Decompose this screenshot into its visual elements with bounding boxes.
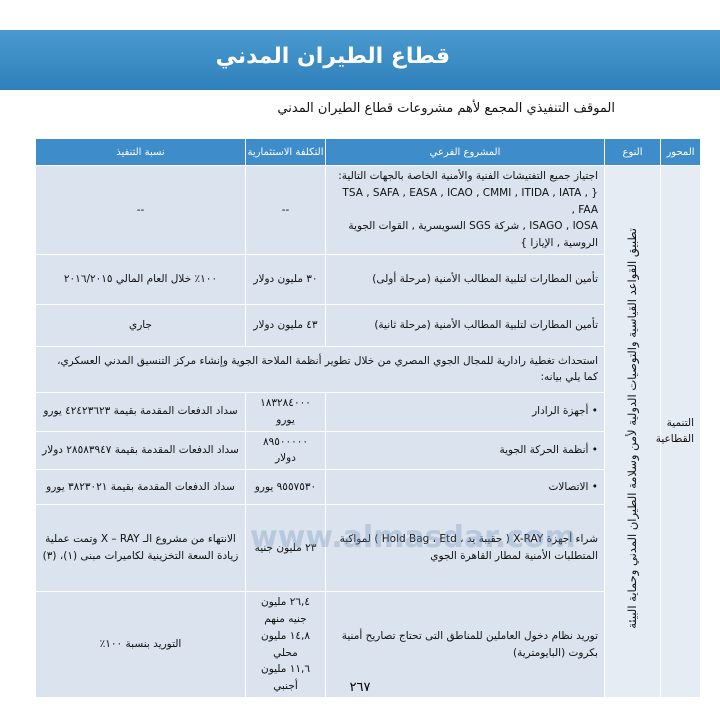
progress-text: -- xyxy=(136,203,145,216)
type-label: تطبيق القواعد القياسية والتوصيات الدولية… xyxy=(625,228,640,629)
cost-text: ٩٥٥٧٥٣٠ يورو xyxy=(254,480,317,493)
project-text: أجهزة الرادار xyxy=(332,403,598,420)
cost-cell: -- xyxy=(245,165,326,255)
progress-text: سداد الدفعات المقدمة بقيمة ٤٢٤٢٣٦٢٣ يورو xyxy=(43,405,238,418)
column-header: المحور xyxy=(660,138,701,166)
project-text: أنظمة الحركة الجوية xyxy=(332,442,598,459)
project-cell: الاتصالات xyxy=(325,469,605,506)
project-cell: استحداث تغطية رادارية للمجال الجوي المصر… xyxy=(35,345,605,393)
project-text: اجتياز جميع التفتيشات الفنية والأمنية ال… xyxy=(338,170,598,182)
progress-cell: -- xyxy=(35,165,246,255)
progress-text: الانتهاء من مشروع الـ X – RAY وتمت عملية… xyxy=(42,533,239,563)
column-header: النوع xyxy=(604,138,661,166)
project-cell: أنظمة الحركة الجوية xyxy=(325,430,605,471)
project-cell: اجتياز جميع التفتيشات الفنية والأمنية ال… xyxy=(325,165,605,255)
project-cell: تأمين المطارات لتلبية المطالب الأمنية (م… xyxy=(325,253,605,305)
table-row: تأمين المطارات لتلبية المطالب الأمنية (م… xyxy=(35,303,701,347)
axis-cell: التنمية القطاعية xyxy=(655,165,701,698)
cost-cell: ٢٣ مليون جنيه xyxy=(245,504,326,593)
progress-text: سداد الدفعات المقدمة بقيمة ٢٨٥٨٣٩٤٧ دولا… xyxy=(42,443,239,456)
progress-text: ١٠٠٪ خلال العام المالي ٢٠١٦/٢٠١٥ xyxy=(63,273,218,286)
cost-cell: ٢٦,٤ مليون جنيه منهم ١٤,٨ مليون محلي ١١,٦ … xyxy=(245,591,326,698)
header-row: المحور النوع المشروع الفرعي التكلفة الاستثم… xyxy=(35,138,701,166)
progress-cell: سداد الدفعات المقدمة بقيمة ٢٨٥٨٣٩٤٧ دولا… xyxy=(35,430,246,471)
table-row: أنظمة الحركة الجوية ٨٩٥٠٠٠٠٠ دولار سداد ال… xyxy=(35,430,701,471)
title: قطاع الطيران المدني xyxy=(215,44,450,69)
project-text: الاتصالات xyxy=(332,479,598,496)
project-text: استحداث تغطية رادارية للمجال الجوي المصر… xyxy=(57,354,598,384)
progress-cell: سداد الدفعات المقدمة بقيمة ٣٨٢٣٠٢١ يورو xyxy=(35,469,246,506)
cost-text: ٢٣ مليون جنيه xyxy=(254,541,317,554)
table-row: التنمية القطاعية تطبيق القواعد القياسية و… xyxy=(35,165,701,698)
project-cell: تأمين المطارات لتلبية المطالب الأمنية (م… xyxy=(325,303,605,347)
subtitle: الموقف التنفيذي المجمع لأهم مشروعات قطاع… xyxy=(277,101,615,116)
cost-text: ١١,٦ مليون أجنبي xyxy=(260,663,310,693)
cost-cell: ١٨٣٢٨٤٠٠٠ يورو xyxy=(245,391,326,432)
progress-cell: سداد الدفعات المقدمة بقيمة ٤٢٤٢٣٦٢٣ يورو xyxy=(35,391,246,432)
project-text: ISAGO , IOSA , شركة SGS السويسرية , القو… xyxy=(348,220,598,250)
cost-text: -- xyxy=(281,203,290,216)
column-header: المشروع الفرعي xyxy=(325,138,605,166)
projects-table: المحور النوع المشروع الفرعي التكلفة الاستثم… xyxy=(35,138,701,698)
cost-text: ١٤,٨ مليون محلي xyxy=(260,629,310,659)
progress-text: التوريد بنسبة ١٠٠٪ xyxy=(99,638,182,651)
project-cell: أجهزة الرادار xyxy=(325,391,605,432)
cost-text: ٤٣ مليون دولار xyxy=(253,319,318,332)
table-row: تأمين المطارات لتلبية المطالب الأمنية (م… xyxy=(35,253,701,305)
cost-text: ٨٩٥٠٠٠٠٠ دولار xyxy=(262,435,309,465)
page-number: ٢٦٧ xyxy=(349,680,371,695)
cost-text: ٢٦,٤ مليون جنيه منهم xyxy=(260,596,310,625)
project-text: تأمين المطارات لتلبية المطالب الأمنية (م… xyxy=(372,273,598,286)
progress-text: جاري xyxy=(129,319,152,332)
progress-cell: ١٠٠٪ خلال العام المالي ٢٠١٦/٢٠١٥ xyxy=(35,253,246,305)
table-row: شراء أجهزة X-RAY ( حقيبة يد ، Hold Bag ،… xyxy=(35,504,701,593)
progress-cell: الانتهاء من مشروع الـ X – RAY وتمت عملية… xyxy=(35,504,246,593)
cost-cell: ٤٣ مليون دولار xyxy=(245,303,326,347)
cost-cell: ٨٩٥٠٠٠٠٠ دولار xyxy=(245,430,326,471)
cost-text: ٣٠ مليون دولار xyxy=(253,273,318,286)
table-row: استحداث تغطية رادارية للمجال الجوي المصر… xyxy=(35,345,701,393)
progress-text: سداد الدفعات المقدمة بقيمة ٣٨٢٣٠٢١ يورو xyxy=(46,480,235,493)
cost-cell: ٣٠ مليون دولار xyxy=(245,253,326,305)
cost-text: ١٨٣٢٨٤٠٠٠ يورو xyxy=(260,396,311,426)
table-row: الاتصالات ٩٥٥٧٥٣٠ يورو سداد الدفعات المقدم… xyxy=(35,469,701,506)
axis-label: التنمية القطاعية xyxy=(655,416,694,446)
title-banner: قطاع الطيران المدني xyxy=(0,30,720,90)
table-row: أجهزة الرادار ١٨٣٢٨٤٠٠٠ يورو سداد الدفعات … xyxy=(35,391,701,432)
column-header: نسبة التنفيذ xyxy=(35,138,246,166)
table-body: التنمية القطاعية تطبيق القواعد القياسية و… xyxy=(35,165,701,698)
progress-cell: جاري xyxy=(35,303,246,347)
column-header: التكلفة الاستثمارية xyxy=(245,138,326,166)
project-text: تأمين المطارات لتلبية المطالب الأمنية (م… xyxy=(374,319,598,332)
table-row: توريد نظام دخول العاملين للمناطق التى تح… xyxy=(35,591,701,698)
project-text: { TSA , SAFA , EASA , ICAO , CMMI , ITID… xyxy=(342,186,598,216)
project-text: توريد نظام دخول العاملين للمناطق التى تح… xyxy=(341,629,598,659)
watermark: www.almasdar.com xyxy=(250,520,576,555)
cost-cell: ٩٥٥٧٥٣٠ يورو xyxy=(245,469,326,506)
project-cell: شراء أجهزة X-RAY ( حقيبة يد ، Hold Bag ،… xyxy=(325,504,605,593)
project-cell: توريد نظام دخول العاملين للمناطق التى تح… xyxy=(325,591,605,698)
progress-cell: التوريد بنسبة ١٠٠٪ xyxy=(35,591,246,698)
project-text: شراء أجهزة X-RAY ( حقيبة يد ، Hold Bag ،… xyxy=(339,533,598,563)
type-cell: تطبيق القواعد القياسية والتوصيات الدولية… xyxy=(604,165,661,698)
